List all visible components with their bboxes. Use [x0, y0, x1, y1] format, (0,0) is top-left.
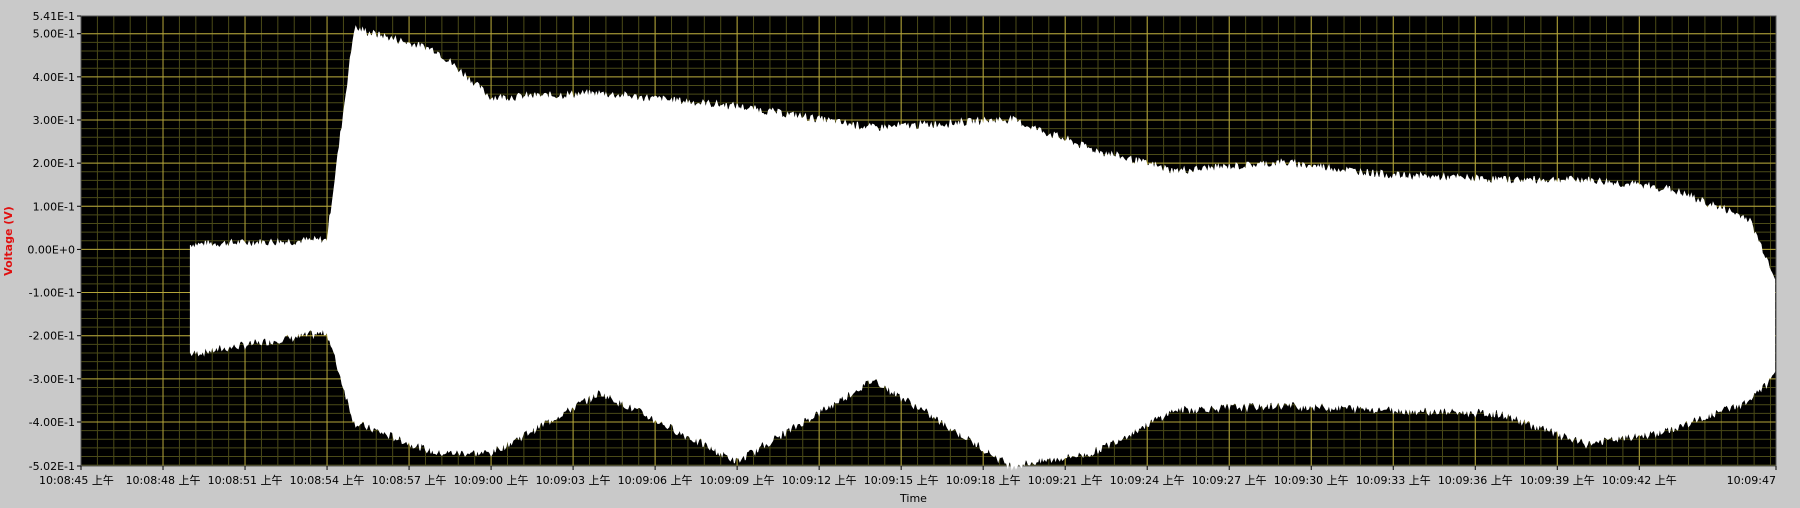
x-tick-label: 10:09:15 上午 — [864, 474, 939, 487]
y-tick-label: 1.00E-1 — [33, 200, 75, 213]
y-tick-label: -5.02E-1 — [29, 460, 75, 473]
x-tick-label: 10:08:51 上午 — [208, 474, 283, 487]
y-tick-label: 4.00E-1 — [33, 71, 75, 84]
x-tick-label: 10:09:00 上午 — [454, 474, 529, 487]
y-tick-label: 5.41E-1 — [33, 10, 75, 23]
x-tick-label: 10:09:21 上午 — [1028, 474, 1103, 487]
x-tick-label: 10:09:03 上午 — [536, 474, 611, 487]
x-tick-label: 10:09:09 上午 — [700, 474, 775, 487]
x-tick-label: 10:09:30 上午 — [1274, 474, 1349, 487]
y-tick-label: 3.00E-1 — [33, 114, 75, 127]
y-tick-label: -2.00E-1 — [29, 330, 75, 343]
x-tick-label: 10:08:57 上午 — [372, 474, 447, 487]
y-axis-ticks: 5.41E-1 5.00E-1 4.00E-1 3.00E-1 2.00E-1 1.00E… — [27, 10, 81, 473]
y-tick-label: 5.00E-1 — [33, 28, 75, 41]
x-tick-label: 10:09:47 — [1727, 474, 1776, 487]
x-tick-label: 10:09:18 上午 — [946, 474, 1021, 487]
x-tick-label: 10:09:12 上午 — [782, 474, 857, 487]
signal-layer — [189, 25, 1776, 471]
x-tick-label: 10:08:48 上午 — [126, 474, 201, 487]
y-tick-label: 0.00E+0 — [27, 243, 75, 256]
y-tick-label: -1.00E-1 — [29, 287, 75, 300]
y-tick-label: 2.00E-1 — [33, 157, 75, 170]
x-axis-ticks: 10:08:45 上午 10:08:48 上午 10:08:51 上午 10:08:5… — [39, 466, 1777, 487]
x-axis-label: Time — [899, 492, 927, 504]
x-tick-label: 10:08:45 上午 — [39, 474, 114, 487]
x-tick-label: 10:09:36 上午 — [1438, 474, 1513, 487]
y-tick-label: -3.00E-1 — [29, 373, 75, 386]
plot-border — [80, 15, 1777, 467]
x-tick-label: 10:09:27 上午 — [1192, 474, 1267, 487]
x-tick-label: 10:09:42 上午 — [1602, 474, 1677, 487]
x-tick-label: 10:09:24 上午 — [1110, 474, 1185, 487]
signal-envelope — [189, 25, 1776, 471]
x-tick-label: 10:09:39 上午 — [1520, 474, 1595, 487]
x-tick-label: 10:09:06 上午 — [618, 474, 693, 487]
x-tick-label: 10:08:54 上午 — [290, 474, 365, 487]
x-tick-label: 10:09:33 上午 — [1356, 474, 1431, 487]
y-axis-label: Voltage (V) — [2, 206, 15, 276]
y-tick-label: -4.00E-1 — [29, 416, 75, 429]
